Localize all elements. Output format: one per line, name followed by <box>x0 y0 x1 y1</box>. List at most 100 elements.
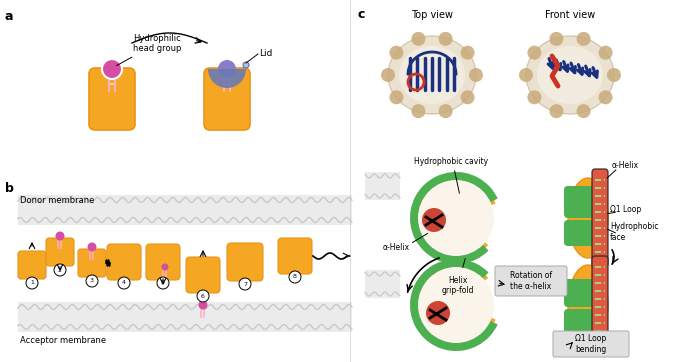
Text: 4: 4 <box>122 281 126 286</box>
FancyBboxPatch shape <box>564 279 594 307</box>
Circle shape <box>438 32 453 46</box>
Text: c: c <box>358 8 365 21</box>
Circle shape <box>577 104 590 118</box>
FancyBboxPatch shape <box>107 244 141 280</box>
Text: 7: 7 <box>243 282 247 286</box>
Circle shape <box>157 277 169 289</box>
FancyBboxPatch shape <box>564 309 594 333</box>
Text: Hydrophilic
head group: Hydrophilic head group <box>116 34 182 66</box>
Text: Hydrophobic cavity: Hydrophobic cavity <box>414 157 488 167</box>
FancyBboxPatch shape <box>564 186 594 218</box>
Circle shape <box>389 46 403 60</box>
Text: α-Helix: α-Helix <box>612 161 639 171</box>
FancyBboxPatch shape <box>146 244 180 280</box>
Circle shape <box>549 32 563 46</box>
Circle shape <box>460 90 475 104</box>
Text: Helix
grip-fold: Helix grip-fold <box>442 276 474 295</box>
Circle shape <box>162 264 169 270</box>
Circle shape <box>86 275 98 287</box>
Wedge shape <box>431 193 481 243</box>
Wedge shape <box>410 172 498 264</box>
Circle shape <box>54 264 66 276</box>
FancyBboxPatch shape <box>78 249 106 277</box>
FancyBboxPatch shape <box>592 169 608 267</box>
Bar <box>365 270 400 298</box>
Ellipse shape <box>568 178 608 258</box>
Text: Donor membrane: Donor membrane <box>20 196 95 205</box>
Circle shape <box>527 46 541 60</box>
Text: Rotation of
the α-helix: Rotation of the α-helix <box>510 271 552 291</box>
Bar <box>18 195 352 225</box>
Circle shape <box>418 267 494 343</box>
Wedge shape <box>431 280 481 330</box>
Circle shape <box>389 90 403 104</box>
Wedge shape <box>208 69 246 88</box>
FancyBboxPatch shape <box>89 68 135 130</box>
FancyBboxPatch shape <box>46 238 74 266</box>
Text: b: b <box>5 182 14 195</box>
Circle shape <box>430 192 482 244</box>
Text: α-Helix: α-Helix <box>382 244 410 253</box>
Text: 8: 8 <box>293 274 297 279</box>
FancyBboxPatch shape <box>495 266 567 296</box>
Circle shape <box>381 68 395 82</box>
Ellipse shape <box>399 46 465 104</box>
Circle shape <box>430 279 482 331</box>
Wedge shape <box>410 259 498 351</box>
Ellipse shape <box>388 36 476 114</box>
Wedge shape <box>414 263 495 347</box>
Circle shape <box>55 232 64 240</box>
Ellipse shape <box>568 265 608 345</box>
Text: 6: 6 <box>201 294 205 299</box>
Circle shape <box>239 278 251 290</box>
Text: Front view: Front view <box>545 10 595 20</box>
Circle shape <box>118 277 130 289</box>
Circle shape <box>422 208 446 232</box>
Text: 3: 3 <box>90 278 94 283</box>
Circle shape <box>412 32 425 46</box>
Circle shape <box>243 62 249 68</box>
Circle shape <box>527 90 541 104</box>
Circle shape <box>289 271 301 283</box>
Text: 5: 5 <box>161 281 165 286</box>
FancyBboxPatch shape <box>553 331 629 357</box>
Circle shape <box>469 68 483 82</box>
FancyBboxPatch shape <box>592 256 608 354</box>
Text: Ω1 Loop: Ω1 Loop <box>610 206 641 215</box>
Circle shape <box>519 68 533 82</box>
Circle shape <box>599 90 612 104</box>
FancyBboxPatch shape <box>18 251 46 279</box>
Circle shape <box>102 59 122 79</box>
Circle shape <box>438 104 453 118</box>
Text: 1: 1 <box>30 281 34 286</box>
FancyBboxPatch shape <box>227 243 263 281</box>
Circle shape <box>460 46 475 60</box>
FancyBboxPatch shape <box>186 257 220 293</box>
Ellipse shape <box>526 36 614 114</box>
Circle shape <box>426 301 450 325</box>
Circle shape <box>199 300 208 310</box>
Bar <box>18 302 352 332</box>
Text: Hydrophobic
face: Hydrophobic face <box>610 222 658 242</box>
Circle shape <box>412 104 425 118</box>
FancyBboxPatch shape <box>204 68 250 130</box>
Text: 2: 2 <box>58 268 62 273</box>
Bar <box>365 172 400 200</box>
Wedge shape <box>414 176 495 260</box>
Text: a: a <box>5 10 14 23</box>
Circle shape <box>549 104 563 118</box>
Circle shape <box>26 277 38 289</box>
Text: Lid: Lid <box>259 49 273 58</box>
Circle shape <box>218 60 236 78</box>
Text: Acceptor membrane: Acceptor membrane <box>20 336 106 345</box>
Ellipse shape <box>537 46 603 104</box>
Circle shape <box>197 290 209 302</box>
Text: Ω1 Loop
bending: Ω1 Loop bending <box>575 334 607 354</box>
Circle shape <box>88 243 97 252</box>
FancyBboxPatch shape <box>278 238 312 274</box>
Circle shape <box>430 192 482 244</box>
Circle shape <box>577 32 590 46</box>
Circle shape <box>599 46 612 60</box>
Circle shape <box>607 68 621 82</box>
FancyBboxPatch shape <box>564 220 594 246</box>
